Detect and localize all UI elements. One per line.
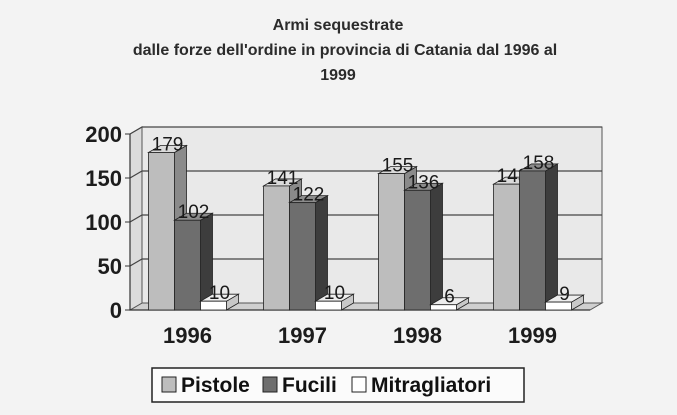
bar-front bbox=[263, 185, 290, 311]
gridline bbox=[129, 214, 602, 223]
data-label: 9 bbox=[559, 284, 570, 305]
chart-title-line-3: 1999 bbox=[320, 67, 356, 84]
data-label: 155 bbox=[382, 156, 414, 177]
y-tick-label: 50 bbox=[98, 254, 122, 279]
legend-box bbox=[151, 367, 525, 403]
data-label: 158 bbox=[523, 153, 555, 174]
gridline bbox=[129, 258, 602, 267]
legend-swatch-fucili bbox=[262, 376, 278, 393]
bar-front bbox=[315, 300, 342, 311]
bar-front bbox=[545, 301, 572, 311]
data-label: 179 bbox=[152, 134, 184, 155]
legend-swatch-pistole bbox=[161, 376, 177, 393]
legend: Pistole Fucili Mitragliatori bbox=[151, 367, 525, 403]
y-tick-label: 150 bbox=[85, 166, 122, 191]
bar-fucili-1996 bbox=[173, 212, 214, 311]
gridline bbox=[129, 126, 602, 135]
bar-mitragliatori-1996 bbox=[199, 293, 240, 311]
gridline bbox=[129, 170, 602, 179]
bar-front bbox=[404, 189, 431, 311]
bar-front bbox=[378, 173, 405, 311]
bar-front bbox=[493, 183, 520, 311]
bar-front bbox=[289, 202, 316, 311]
x-tick-label: 1998 bbox=[393, 323, 442, 348]
bar-mitragliatori-1998 bbox=[429, 297, 470, 311]
data-label: 102 bbox=[178, 202, 210, 223]
chart-title: Armi sequestrate dalle forze dell'ordine… bbox=[133, 17, 557, 84]
bar-side bbox=[430, 182, 443, 311]
data-label: 122 bbox=[293, 185, 325, 206]
legend-label-fucili: Fucili bbox=[282, 374, 337, 397]
bar-front bbox=[519, 170, 546, 311]
y-tick-label: 100 bbox=[85, 210, 122, 235]
chart-title-line-2: dalle forze dell'ordine in provincia di … bbox=[133, 42, 557, 59]
bar-front bbox=[174, 219, 201, 311]
bar-side bbox=[545, 163, 558, 311]
data-label: 6 bbox=[444, 287, 455, 308]
bar-fucili-1997 bbox=[288, 194, 329, 311]
bar-mitragliatori-1997 bbox=[314, 293, 355, 311]
x-tick-label: 1997 bbox=[278, 323, 327, 348]
bar-fucili-1999 bbox=[518, 163, 559, 311]
chart-title-line-1: Armi sequestrate bbox=[273, 17, 404, 34]
bar-mitragliatori-1999 bbox=[544, 294, 585, 311]
x-tick-label: 1999 bbox=[508, 323, 557, 348]
bar-front bbox=[148, 152, 175, 311]
bar-front bbox=[430, 304, 457, 311]
data-label: 136 bbox=[408, 172, 440, 193]
bar-front bbox=[200, 300, 227, 311]
x-tick-label: 1996 bbox=[163, 323, 212, 348]
legend-swatch-mitragliatori bbox=[351, 376, 367, 393]
data-label: 10 bbox=[209, 283, 230, 304]
data-label: 141 bbox=[267, 168, 299, 189]
bar-fucili-1998 bbox=[403, 182, 444, 311]
y-tick-label: 200 bbox=[85, 122, 122, 147]
legend-label-mitragliatori: Mitragliatori bbox=[371, 374, 491, 397]
legend-label-pistole: Pistole bbox=[181, 374, 250, 397]
y-tick-label: 0 bbox=[110, 298, 122, 323]
data-label: 10 bbox=[324, 283, 345, 304]
